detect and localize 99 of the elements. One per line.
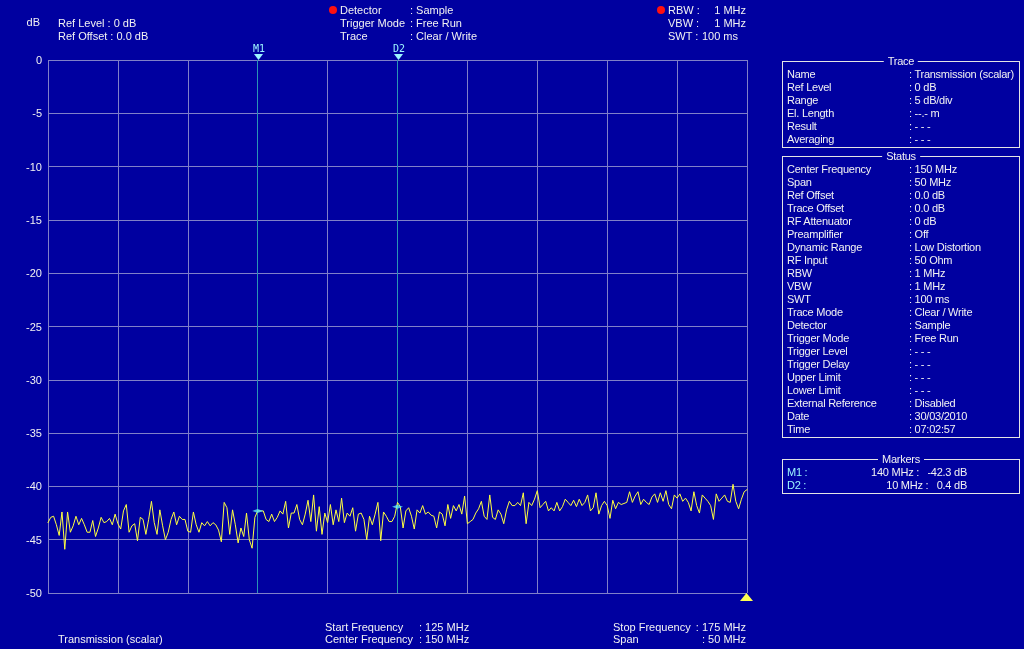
text: 1 MHz: [714, 16, 746, 30]
text: Trace Mode: [787, 305, 843, 319]
text: : 0.0 dB: [909, 201, 945, 215]
text: Detector: [340, 3, 382, 17]
text: Result: [787, 119, 817, 133]
text: Span: [613, 632, 639, 646]
text: El. Length: [787, 106, 835, 120]
text: : Off: [909, 227, 929, 241]
text: : Transmission (scalar): [909, 67, 1014, 81]
text: : Sample: [410, 3, 454, 17]
text: RBW :: [668, 3, 700, 17]
y-tick-label: -30: [26, 373, 42, 386]
text: Lower Limit: [787, 383, 841, 397]
text: : Disabled: [909, 396, 956, 410]
text: Trace Offset: [787, 201, 844, 215]
text: : - - -: [909, 357, 931, 371]
text: Range: [787, 93, 819, 107]
text: : 1 MHz: [909, 279, 946, 293]
y-tick-label: -10: [26, 160, 42, 173]
y-tick-label: -35: [26, 427, 42, 440]
text: SWT :: [668, 29, 699, 43]
y-tick-label: -45: [26, 533, 42, 546]
text: : Free Run: [909, 331, 959, 345]
text: 10 MHz : 0.4 dB: [886, 478, 967, 492]
text: Trigger Delay: [787, 357, 850, 371]
text: : 07:02:57: [909, 422, 956, 436]
text: Start Frequency: [325, 620, 404, 634]
text: Dynamic Range: [787, 240, 863, 254]
text: Detector: [787, 318, 827, 332]
text: : 175 MHz: [695, 620, 746, 634]
text: : Clear / Write: [410, 29, 478, 43]
text: Trigger Mode: [787, 331, 850, 345]
text: Trace: [883, 54, 919, 68]
text: SWT: [787, 292, 811, 306]
text: : 0 dB: [909, 80, 937, 94]
y-tick-label: -20: [26, 267, 42, 280]
text: Center Frequency: [325, 632, 414, 646]
text: Transmission (scalar): [58, 632, 163, 646]
text: Trace: [340, 29, 368, 43]
text: : - - -: [909, 344, 931, 358]
text: Span: [787, 175, 812, 189]
y-tick-label: -15: [26, 213, 42, 226]
text: : Low Distortion: [909, 240, 981, 254]
text: D2: [392, 41, 406, 55]
text: : 150 MHz: [909, 162, 957, 176]
text: : - - -: [909, 119, 931, 133]
y-tick-label: -25: [26, 320, 42, 333]
text: : 50 Ohm: [909, 253, 953, 267]
text: Ref Offset: [787, 188, 834, 202]
y-axis-title: dB: [26, 16, 40, 28]
text: Trigger Mode: [340, 16, 406, 30]
text: External Reference: [787, 396, 877, 410]
text: : 50 MHz: [701, 632, 746, 646]
text: Ref Level: [787, 80, 832, 94]
text: : - - -: [909, 132, 931, 146]
text: 140 MHz : -42.3 dB: [871, 465, 967, 479]
text: : 5 dB/div: [909, 93, 953, 107]
line-series: [47, 483, 748, 550]
text: : 0.0 dB: [909, 188, 945, 202]
text: Status: [882, 149, 920, 163]
text: VBW: [787, 279, 812, 293]
text: Name: [787, 67, 816, 81]
text: : - - -: [909, 383, 931, 397]
text: : 125 MHz: [419, 620, 470, 634]
y-tick-label: -40: [26, 480, 42, 493]
text: : Free Run: [410, 16, 462, 30]
y-tick-label: -50: [26, 587, 42, 599]
text: Preamplifier: [787, 227, 843, 241]
text: Center Frequency: [787, 162, 872, 176]
text: : - - -: [909, 370, 931, 384]
y-tick-label: -5: [32, 107, 42, 120]
text: D2 :: [787, 478, 807, 492]
text: Trigger Level: [787, 344, 848, 358]
text: Markers: [878, 452, 924, 466]
text: 1 MHz: [714, 3, 746, 17]
text: Date: [787, 409, 810, 423]
text: Ref Level : 0 dB: [58, 16, 137, 30]
text: Ref Offset : 0.0 dB: [58, 29, 149, 43]
text: : --.- m: [909, 106, 940, 120]
text: RF Attenuator: [787, 214, 852, 228]
text: RF Input: [787, 253, 828, 267]
text: : 50 MHz: [909, 175, 952, 189]
text: RBW: [787, 266, 812, 280]
text: Stop Frequency: [613, 620, 691, 634]
text: : 30/03/2010: [909, 409, 968, 423]
text: Upper Limit: [787, 370, 841, 384]
text: : Clear / Write: [909, 305, 973, 319]
text: Averaging: [787, 132, 835, 146]
text: : 0 dB: [909, 214, 937, 228]
text: : Sample: [909, 318, 951, 332]
y-tick-label: 0: [35, 54, 42, 66]
text: : 150 MHz: [419, 632, 470, 646]
text: M1: [252, 41, 266, 55]
text: : 100 ms: [909, 292, 950, 306]
text: Time: [787, 422, 811, 436]
text: VBW :: [668, 16, 700, 30]
text: 100 ms: [701, 29, 738, 43]
text: M1 :: [787, 465, 808, 479]
text: : 1 MHz: [909, 266, 946, 280]
